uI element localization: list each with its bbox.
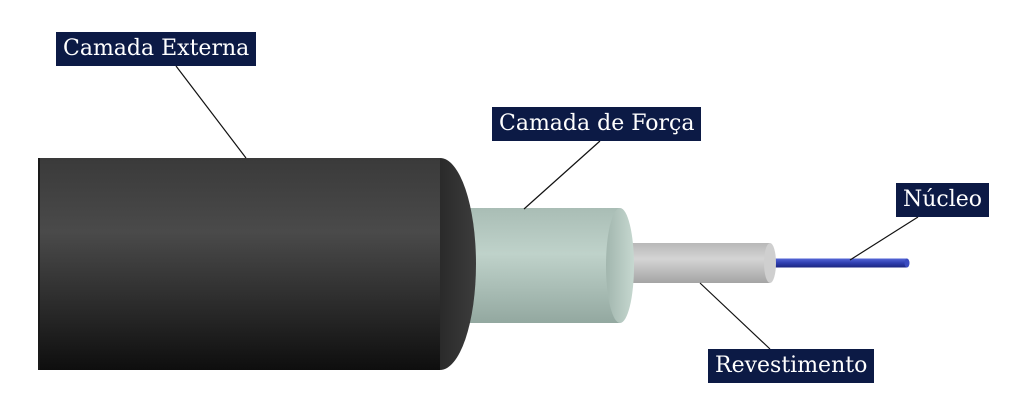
- core-fiber: [760, 258, 910, 268]
- leader-line-core: [849, 216, 919, 261]
- label-outer-layer: Camada Externa: [56, 32, 257, 66]
- label-coating: Revestimento: [708, 349, 875, 383]
- outer-jacket: [38, 158, 476, 370]
- leader-line-strength: [523, 140, 601, 210]
- label-strength-layer: Camada de Força: [492, 107, 702, 141]
- label-core: Núcleo: [896, 183, 990, 217]
- leader-line-outer: [175, 65, 247, 159]
- leader-line-coating: [699, 282, 771, 350]
